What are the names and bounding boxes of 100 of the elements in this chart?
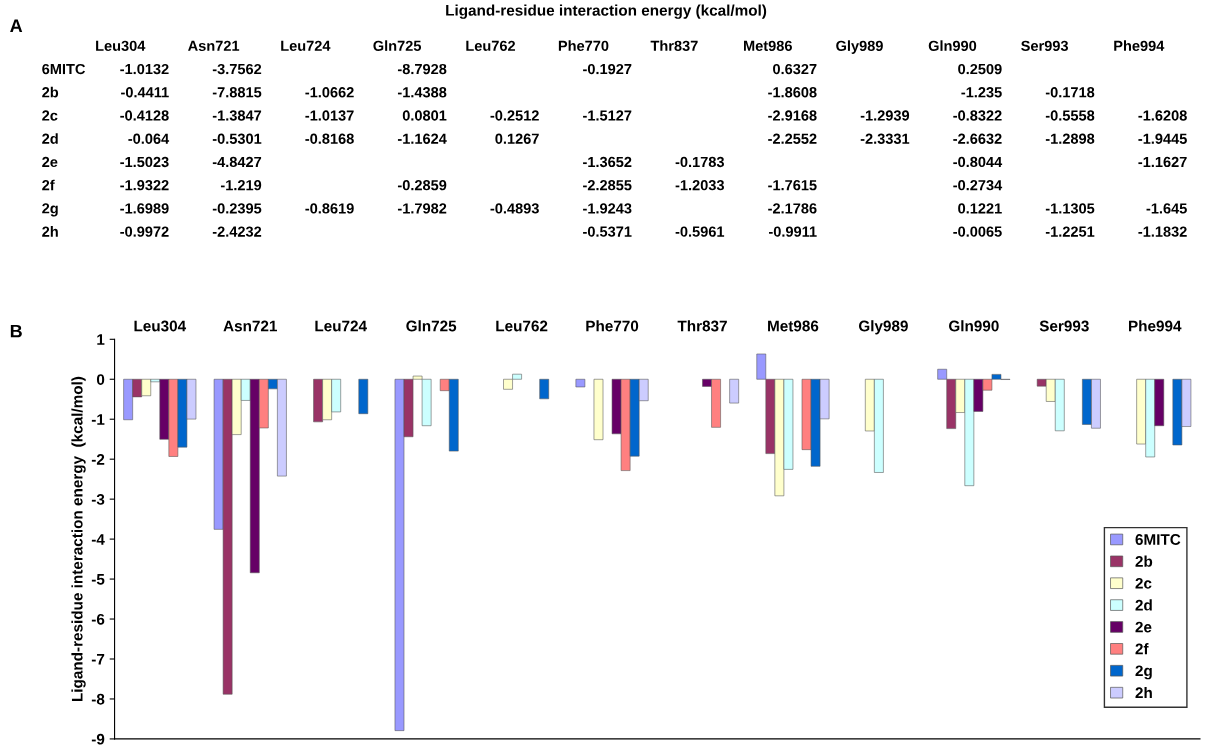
data-label: -1.2251 xyxy=(1045,226,1095,237)
data-label: -0.5371 xyxy=(583,226,632,237)
text: 2h xyxy=(42,226,58,237)
x-tick-label: Met986 xyxy=(768,320,819,332)
data-label: -0.4411 xyxy=(121,87,169,98)
legend-label: 2c xyxy=(1135,577,1152,589)
x-tick-label: Asn721 xyxy=(223,320,277,332)
data-label: -1.9445 xyxy=(1138,133,1187,144)
y-tick-label: -7 xyxy=(91,654,105,665)
y-tick-label: -2 xyxy=(91,454,105,465)
data-label: -4.8427 xyxy=(212,156,262,168)
data-label: -1.6208 xyxy=(1138,110,1187,121)
data-label: -0.5961 xyxy=(675,226,725,237)
category-label: Leu724 xyxy=(281,40,331,51)
y-tick-label: -6 xyxy=(91,613,105,625)
data-label: -1.7982 xyxy=(397,203,447,214)
data-label: -1.9243 xyxy=(583,203,632,214)
x-tick-label: Gln725 xyxy=(406,320,457,332)
data-label: -0.5558 xyxy=(1045,110,1095,121)
text: 2f xyxy=(42,179,55,191)
data-label: -1.6989 xyxy=(120,203,169,214)
data-label: -0.2512 xyxy=(490,110,539,121)
data-label: -1.5127 xyxy=(583,110,632,121)
y-tick-label: -4 xyxy=(91,534,105,545)
category-label: Leu762 xyxy=(466,40,516,51)
data-label: -1.8608 xyxy=(768,87,817,98)
legend-label: 2e xyxy=(1135,621,1152,633)
bar xyxy=(539,378,550,400)
data-label: -2.4232 xyxy=(212,226,262,237)
x-tick-label: Gln990 xyxy=(949,320,999,332)
chart-title: Ligand-residue interaction energy (kcal/mol) xyxy=(446,4,767,19)
data-label: -1.0662 xyxy=(305,87,354,98)
data-label: -1.1624 xyxy=(397,133,447,144)
data-label: -1.2898 xyxy=(1045,133,1095,144)
data-label: -1.1832 xyxy=(1138,226,1187,237)
data-label: -0.4893 xyxy=(490,203,539,214)
category-label: Met986 xyxy=(744,40,792,51)
data-label: 0.1267 xyxy=(495,133,539,144)
data-label: 0.2509 xyxy=(958,63,1002,75)
data-label: 0.6327 xyxy=(773,63,817,75)
y-tick-label: -1 xyxy=(91,414,105,425)
data-label: -2.2552 xyxy=(768,133,817,144)
data-label: -1.219 xyxy=(220,180,262,191)
data-label: -2.2855 xyxy=(583,180,632,191)
data-label: -0.4128 xyxy=(120,110,169,121)
data-label: -1.0132 xyxy=(120,63,169,75)
data-label: -0.2859 xyxy=(397,180,447,191)
data-label: -0.2395 xyxy=(212,203,262,214)
text: 6MITC xyxy=(42,63,86,75)
text: 2e xyxy=(42,156,58,168)
data-label: -0.8168 xyxy=(305,133,354,144)
data-label: -0.8619 xyxy=(305,203,354,214)
y-tick-label: -9 xyxy=(91,733,105,745)
data-label: -0.2734 xyxy=(953,180,1003,191)
legend-label: 6MITC xyxy=(1135,534,1181,545)
legend-label: 2g xyxy=(1135,665,1152,680)
data-label: -2.1786 xyxy=(768,203,817,214)
data-label: -7.8815 xyxy=(212,87,262,98)
data-label: -0.1718 xyxy=(1045,87,1095,98)
text: 2c xyxy=(42,110,58,121)
data-label: -1.4388 xyxy=(397,87,447,98)
data-label: -1.235 xyxy=(961,87,1002,98)
data-label: -1.2033 xyxy=(675,180,724,191)
data-label: -1.1305 xyxy=(1045,203,1095,214)
data-label: -0.064 xyxy=(128,133,170,144)
category-label: Gly989 xyxy=(836,40,883,54)
category-label: Phe994 xyxy=(1114,40,1165,51)
y-axis-title: Ligand-residue interaction energy (kcal/mol) xyxy=(71,376,86,702)
category-label: Asn721 xyxy=(188,40,240,51)
data-label: -1.0137 xyxy=(305,110,354,121)
x-tick-label: Gly989 xyxy=(858,320,908,335)
y-tick-label: -8 xyxy=(91,693,105,705)
text: 2g xyxy=(42,203,58,217)
x-tick-label: Phe994 xyxy=(1129,320,1182,332)
x-tick-label: Leu304 xyxy=(134,320,187,332)
text: B xyxy=(10,324,22,338)
data-label: -8.7928 xyxy=(397,63,447,75)
category-label: Thr837 xyxy=(650,40,698,52)
data-label: -1.9322 xyxy=(120,180,169,191)
legend-label: 2h xyxy=(1135,686,1152,699)
bar xyxy=(593,378,604,440)
legend-label: 2b xyxy=(1135,555,1153,567)
data-label: -1.645 xyxy=(1146,203,1187,214)
bar xyxy=(575,378,586,388)
data-label: -1.1627 xyxy=(1138,156,1187,168)
data-label: -0.8044 xyxy=(953,156,1003,168)
bar xyxy=(358,378,369,414)
data-label: -1.5023 xyxy=(120,156,169,168)
category-label: Leu304 xyxy=(96,40,146,52)
data-label: -1.7615 xyxy=(768,180,817,191)
data-label: -2.6632 xyxy=(953,133,1002,144)
x-tick-label: Thr837 xyxy=(677,320,727,332)
data-label: -1.3847 xyxy=(212,110,262,121)
text: A xyxy=(10,19,23,32)
data-label: -0.0065 xyxy=(953,226,1002,237)
y-tick-label: -5 xyxy=(91,574,105,585)
data-label: -0.8322 xyxy=(953,110,1002,121)
legend-label: 2d xyxy=(1135,599,1152,611)
legend-label: 2f xyxy=(1135,643,1149,655)
y-tick-label: 1 xyxy=(97,334,105,345)
